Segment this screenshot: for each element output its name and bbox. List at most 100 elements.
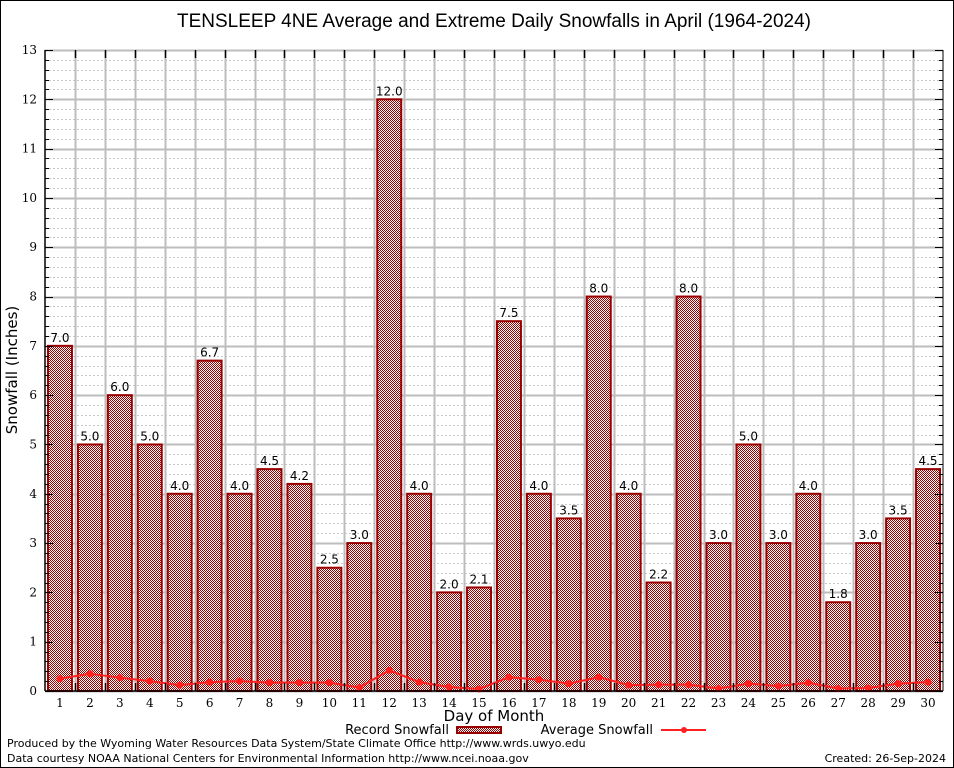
average-point-day-13 <box>415 678 423 686</box>
bar-day-2 <box>76 443 103 693</box>
x-tick-labels: 1 2 3 4 5 6 7 8 9 10 11 12 13 14 15 16 17 18 19 20 21 22 23 24 2… <box>56 696 936 710</box>
bar-day-12 <box>376 98 403 693</box>
bar-day-14 <box>436 591 463 693</box>
bar-label-day-3: 6.0 <box>110 380 129 394</box>
bar-label-day-8: 4.5 <box>260 454 279 468</box>
bar-label-day-29: 3.5 <box>889 503 908 517</box>
average-point-day-9 <box>295 679 303 687</box>
x-tick-label: 4 <box>146 696 154 710</box>
x-tick-label: 10 <box>322 696 337 710</box>
x-tick-label: 28 <box>861 696 876 710</box>
x-tick-label: 29 <box>890 696 905 710</box>
bar-day-4 <box>136 443 163 693</box>
average-point-day-20 <box>625 681 633 689</box>
bar-day-27 <box>825 601 852 692</box>
x-tick-label: 24 <box>741 696 757 710</box>
bar-day-20 <box>615 492 642 692</box>
bar-label-day-2: 5.0 <box>80 429 99 443</box>
x-tick-label: 6 <box>206 696 214 710</box>
average-point-day-30 <box>924 678 932 686</box>
legend-swatch-record <box>456 726 502 734</box>
bar-day-7 <box>226 492 253 692</box>
average-point-day-21 <box>655 681 663 689</box>
bar-label-day-21: 2.2 <box>649 568 668 582</box>
y-tick-label: 8 <box>29 290 37 304</box>
footer-produced-by: Produced by the Wyoming Water Resources … <box>7 737 586 750</box>
bar-label-day-15: 2.1 <box>469 572 488 586</box>
bar-day-3 <box>106 394 133 692</box>
bar-day-15 <box>466 586 493 693</box>
bar-label-day-11: 3.0 <box>350 528 369 542</box>
bar-day-9 <box>286 482 313 692</box>
average-point-day-11 <box>355 684 363 692</box>
bar-day-29 <box>885 517 912 693</box>
x-tick-label: 15 <box>471 696 486 710</box>
bar-label-day-7: 4.0 <box>230 479 249 493</box>
x-tick-label: 27 <box>831 696 846 710</box>
y-tick-label: 3 <box>29 536 37 550</box>
bar-day-18 <box>555 517 582 693</box>
average-point-day-2 <box>86 670 94 678</box>
y-tick-label: 11 <box>22 142 37 156</box>
bar-label-day-23: 3.0 <box>709 528 728 542</box>
bar-label-day-9: 4.2 <box>290 469 309 483</box>
x-tick-label: 13 <box>412 696 427 710</box>
legend-label-average: Average Snowfall <box>541 723 653 738</box>
bar-label-day-24: 5.0 <box>739 429 758 443</box>
x-tick-label: 16 <box>501 696 516 710</box>
x-tick-label: 30 <box>920 696 935 710</box>
y-tick-label: 5 <box>29 437 37 451</box>
bar-label-day-30: 4.5 <box>918 454 937 468</box>
bar-label-day-17: 4.0 <box>529 479 548 493</box>
bar-label-day-20: 4.0 <box>619 479 638 493</box>
footer-created-date: Created: 26-Sep-2024 <box>824 752 946 765</box>
bar-day-1 <box>46 344 73 692</box>
bar-day-17 <box>525 492 552 692</box>
y-tick-label: 0 <box>29 684 37 698</box>
x-tick-label: 8 <box>266 696 274 710</box>
bar-label-day-5: 4.0 <box>170 479 189 493</box>
average-point-day-28 <box>864 684 872 692</box>
x-tick-label: 12 <box>382 696 397 710</box>
y-tick-label: 13 <box>22 43 37 57</box>
x-tick-label: 7 <box>236 696 244 710</box>
bar-label-day-12: 12.0 <box>376 84 403 98</box>
average-point-day-25 <box>774 682 782 690</box>
average-point-day-6 <box>206 678 214 686</box>
average-point-day-5 <box>176 681 184 689</box>
footer-data-courtesy: Data courtesy NOAA National Centers for … <box>7 752 529 765</box>
bar-day-6 <box>196 359 223 692</box>
bar-day-24 <box>735 443 762 693</box>
legend: Record Snowfall Average Snowfall <box>345 723 706 738</box>
average-point-day-7 <box>236 677 244 685</box>
average-point-day-29 <box>894 680 902 688</box>
x-tick-label: 18 <box>561 696 576 710</box>
average-point-day-12 <box>385 666 393 674</box>
bar-label-day-10: 2.5 <box>320 553 339 567</box>
bar-label-day-13: 4.0 <box>410 479 429 493</box>
bar-label-day-19: 8.0 <box>589 282 608 296</box>
bar-label-day-14: 2.0 <box>440 577 459 591</box>
average-point-day-10 <box>325 679 333 687</box>
bar-day-23 <box>705 542 732 692</box>
bar-label-day-18: 3.5 <box>559 503 578 517</box>
average-point-day-1 <box>56 675 64 683</box>
x-tick-label: 25 <box>771 696 786 710</box>
legend-label-record: Record Snowfall <box>345 723 449 738</box>
bar-label-day-22: 8.0 <box>679 282 698 296</box>
legend-marker-average <box>681 727 687 733</box>
bar-day-30 <box>915 468 942 692</box>
average-point-day-4 <box>146 677 154 685</box>
bar-day-28 <box>855 542 882 692</box>
average-point-day-18 <box>565 680 573 688</box>
bar-day-21 <box>645 581 672 692</box>
bar-day-13 <box>406 492 433 692</box>
x-tick-label: 14 <box>441 696 457 710</box>
bar-day-5 <box>166 492 193 692</box>
x-tick-label: 5 <box>176 696 184 710</box>
y-tick-label: 12 <box>22 92 37 106</box>
bar-label-day-28: 3.0 <box>859 528 878 542</box>
bar-day-22 <box>675 295 702 692</box>
